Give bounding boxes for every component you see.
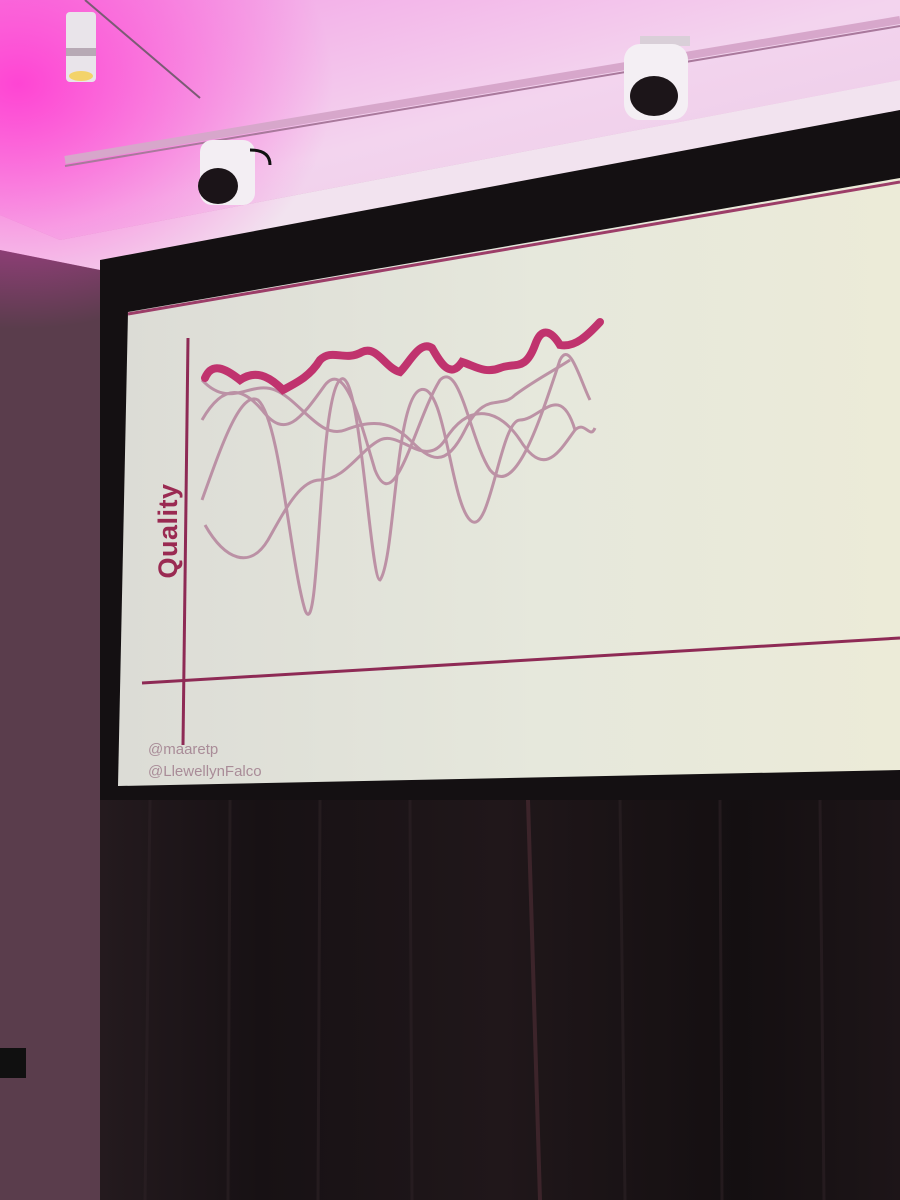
spotlight-right	[624, 36, 690, 120]
stage-curtain	[100, 800, 900, 1200]
light-track	[64, 16, 900, 164]
slide-top-rule	[127, 180, 900, 316]
wall-switch	[0, 1048, 26, 1078]
thin-line-4	[200, 358, 571, 459]
curtain-folds	[143, 799, 826, 1200]
spotlight-left	[66, 12, 96, 82]
projected-slide	[118, 178, 900, 786]
thin-line-3	[203, 412, 597, 560]
x-axis	[141, 636, 900, 685]
y-axis	[181, 337, 190, 746]
thin-quality-lines	[200, 353, 597, 616]
light-track-shadow	[64, 25, 900, 167]
ceiling-cable	[84, 0, 201, 99]
twitter-handle-1: @maaretp	[148, 741, 219, 758]
twitter-handle-2: @LlewellynFalco	[148, 763, 262, 779]
thin-line-2	[200, 377, 577, 616]
accent-quality-line	[201, 318, 604, 395]
y-axis-label: Quality	[153, 483, 183, 579]
spotlight-center	[198, 140, 272, 205]
